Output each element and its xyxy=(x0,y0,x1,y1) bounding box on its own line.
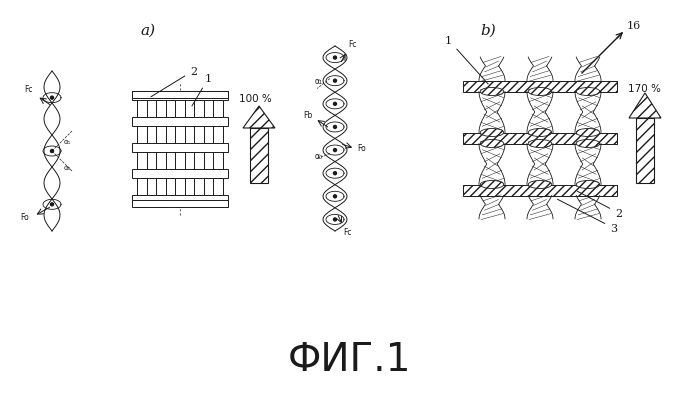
Bar xyxy=(137,92,148,207)
Text: 100 %: 100 % xyxy=(239,94,272,104)
Circle shape xyxy=(333,103,337,106)
Text: b): b) xyxy=(480,24,496,38)
Bar xyxy=(175,92,186,207)
Bar xyxy=(463,81,617,92)
Text: α₀: α₀ xyxy=(64,164,71,170)
Text: 1: 1 xyxy=(445,36,488,85)
Text: 3: 3 xyxy=(557,200,617,233)
Text: 1: 1 xyxy=(192,74,212,107)
Ellipse shape xyxy=(528,88,552,96)
Bar xyxy=(132,92,228,98)
Bar xyxy=(463,185,617,196)
Text: 2: 2 xyxy=(578,192,622,219)
Ellipse shape xyxy=(528,140,552,148)
Bar xyxy=(156,92,167,207)
Circle shape xyxy=(50,203,53,207)
Bar xyxy=(132,118,228,126)
Text: α₀: α₀ xyxy=(315,152,323,161)
Polygon shape xyxy=(629,94,661,119)
Bar xyxy=(194,92,204,207)
Bar xyxy=(132,170,228,178)
Circle shape xyxy=(333,80,337,83)
Bar xyxy=(132,196,228,205)
Bar xyxy=(213,92,223,207)
Ellipse shape xyxy=(576,181,600,189)
Text: ФИГ.1: ФИГ.1 xyxy=(288,340,412,378)
Bar xyxy=(132,144,228,152)
Text: Fo: Fo xyxy=(357,144,365,153)
Ellipse shape xyxy=(480,129,504,137)
Text: α₁: α₁ xyxy=(64,139,71,145)
Circle shape xyxy=(50,150,53,153)
Text: Fb: Fb xyxy=(303,110,312,119)
Text: Fc: Fc xyxy=(348,40,356,49)
Bar xyxy=(463,133,617,144)
Circle shape xyxy=(333,126,337,129)
Text: a): a) xyxy=(141,24,155,38)
Text: 16: 16 xyxy=(627,21,641,31)
Ellipse shape xyxy=(576,140,600,148)
Text: α₁: α₁ xyxy=(315,77,323,86)
Circle shape xyxy=(333,195,337,198)
Bar xyxy=(636,119,654,184)
Ellipse shape xyxy=(528,181,552,189)
Text: 170 %: 170 % xyxy=(628,84,660,94)
Ellipse shape xyxy=(528,129,552,137)
Circle shape xyxy=(333,149,337,152)
Polygon shape xyxy=(243,107,275,129)
Circle shape xyxy=(333,219,337,221)
Text: 2: 2 xyxy=(151,67,197,97)
Circle shape xyxy=(50,97,53,100)
Text: Fc: Fc xyxy=(24,85,32,94)
Ellipse shape xyxy=(576,129,600,137)
Circle shape xyxy=(333,57,337,60)
Text: Fo: Fo xyxy=(20,213,29,221)
Text: Fc: Fc xyxy=(343,227,351,237)
Ellipse shape xyxy=(576,88,600,96)
Bar xyxy=(132,92,228,100)
Circle shape xyxy=(333,172,337,175)
Ellipse shape xyxy=(480,88,504,96)
Bar xyxy=(250,129,268,184)
Bar xyxy=(132,201,228,207)
Ellipse shape xyxy=(480,181,504,189)
Ellipse shape xyxy=(480,140,504,148)
